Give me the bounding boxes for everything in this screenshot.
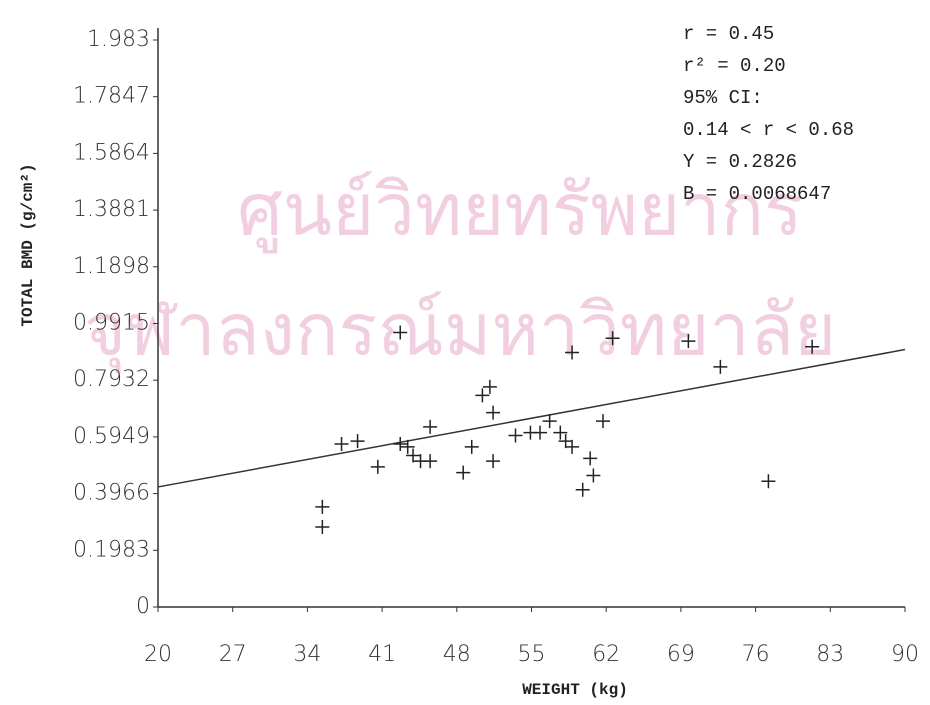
- x-tick-label: 69: [667, 642, 695, 667]
- data-point: [483, 380, 497, 394]
- x-tick-label: 90: [891, 642, 919, 667]
- annotation: 0.14 < r < 0.68: [683, 119, 854, 141]
- y-tick-label: 1.7847: [73, 84, 150, 109]
- data-point: [475, 388, 489, 402]
- y-tick-label: 0.5949: [73, 424, 150, 449]
- annotation: Y = 0.2826: [683, 151, 797, 173]
- x-tick-label: 34: [293, 642, 321, 667]
- data-point: [456, 466, 470, 480]
- annotation: B = 0.0068647: [683, 183, 831, 205]
- data-point: [586, 468, 600, 482]
- data-point: [315, 520, 329, 534]
- x-tick-label: 27: [219, 642, 247, 667]
- data-point: [565, 440, 579, 454]
- x-tick-label: 83: [816, 642, 844, 667]
- y-tick-label: 1.5864: [73, 140, 150, 165]
- annotation: r = 0.45: [683, 23, 774, 45]
- data-point: [335, 437, 349, 451]
- data-point: [583, 451, 597, 465]
- y-tick-label: 0: [136, 594, 150, 619]
- x-tick-label: 41: [368, 642, 396, 667]
- data-point: [533, 426, 547, 440]
- data-point: [315, 500, 329, 514]
- annotation: 95% CI:: [683, 87, 763, 109]
- y-tick-label: 1.3881: [73, 197, 150, 222]
- x-tick-label: 62: [592, 642, 620, 667]
- annotation: r² = 0.20: [683, 55, 786, 77]
- y-tick-label: 0.7932: [73, 367, 150, 392]
- data-point: [371, 460, 385, 474]
- data-point: [423, 454, 437, 468]
- x-tick-label: 48: [443, 642, 471, 667]
- data-point: [351, 434, 365, 448]
- data-point: [508, 428, 522, 442]
- x-tick-label: 20: [144, 642, 172, 667]
- data-point: [576, 483, 590, 497]
- y-tick-label: 1.1898: [73, 254, 150, 279]
- watermark: ศูนย์วิทยทรัพยากร: [237, 168, 803, 254]
- x-axis-label: WEIGHT (kg): [522, 681, 628, 699]
- y-tick-label: 0.1983: [73, 537, 150, 562]
- data-point: [393, 437, 407, 451]
- x-tick-label: 55: [518, 642, 546, 667]
- data-point: [423, 420, 437, 434]
- watermark: จุฬาลงกรณ์มหาวิทยาลัย: [84, 288, 836, 374]
- y-axis-label: TOTAL BMD (g/cm²): [19, 163, 37, 326]
- y-tick-label: 0.9915: [73, 311, 150, 336]
- data-point: [486, 454, 500, 468]
- y-tick-label: 1.983: [87, 27, 150, 52]
- data-point: [465, 440, 479, 454]
- data-point: [761, 474, 775, 488]
- data-point: [596, 414, 610, 428]
- y-tick-label: 0.3966: [73, 481, 150, 506]
- data-point: [486, 406, 500, 420]
- chart: ศูนย์วิทยทรัพยากร จุฬาลงกรณ์มหาวิทยาลัย …: [0, 0, 930, 705]
- x-tick-label: 76: [742, 642, 770, 667]
